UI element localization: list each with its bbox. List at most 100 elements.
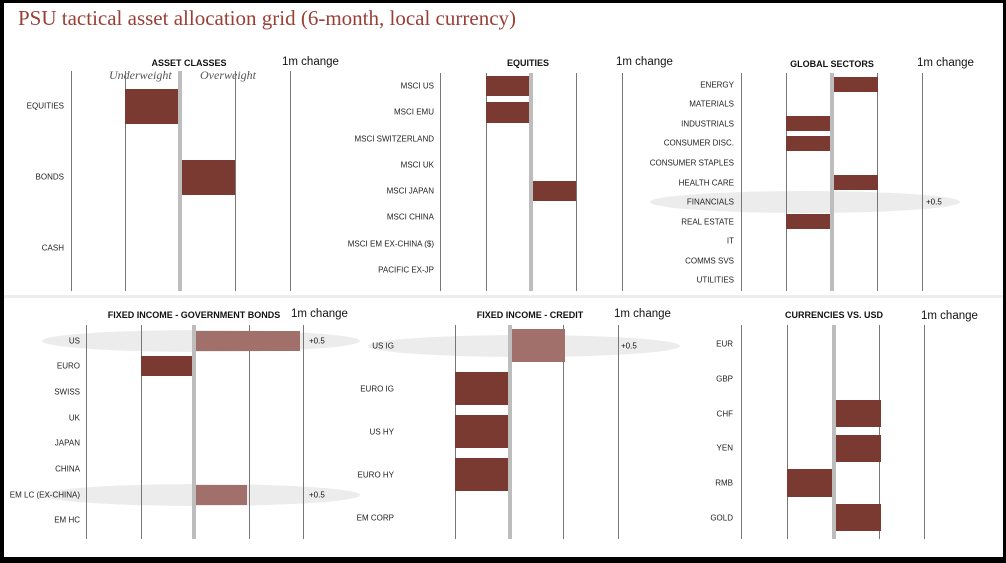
panel-4-change-value: +0.5 <box>309 490 325 500</box>
panel-3-allocation-bar <box>834 77 878 93</box>
panel-4-row-label: EM LC (EX-CHINA) <box>9 490 80 500</box>
panel-4-row-label: CHINA <box>55 464 80 474</box>
panel-6-allocation-bar <box>836 400 881 428</box>
panel-3-neutral-line <box>830 73 834 291</box>
panel-2-grid-line <box>486 73 487 291</box>
panel-3-title: GLOBAL SECTORS <box>790 59 874 69</box>
panel-2-allocation-bar <box>533 180 576 202</box>
panel-3-row-label: ENERGY <box>700 80 734 90</box>
panel-6-grid-line <box>741 325 742 539</box>
panel-2-grid-line <box>622 73 623 291</box>
panel-1-scale-label-overweight: Overweight <box>200 68 256 82</box>
panel-6-allocation-bar <box>836 504 881 532</box>
panel-4-row-label: EM HC <box>54 515 80 525</box>
panel-2-grid-line <box>576 73 577 291</box>
panel-6-neutral-line <box>832 325 836 539</box>
panel-1-row-label: CASH <box>41 243 64 253</box>
panel-3-row-label: COMMS SVS <box>685 256 734 266</box>
panel-2-row-label: MSCI EMU <box>394 107 434 117</box>
panel-6-grid-line <box>879 325 880 539</box>
panel-3-row-label: FINANCIALS <box>686 197 734 207</box>
panel-6-allocation-bar <box>836 434 881 462</box>
panel-5-allocation-bar <box>455 371 508 406</box>
panel-6-row-label: CHF <box>716 409 733 419</box>
panel-2-row-label: MSCI CHINA <box>386 212 434 222</box>
panel-6-row-label: EUR <box>716 339 733 349</box>
panel-5-change-header: 1m change <box>614 308 671 320</box>
panel-4-grid-line <box>249 325 250 539</box>
panel-3-row-label: UTILITIES <box>696 275 734 285</box>
panel-2-grid-line <box>440 73 441 291</box>
panel-4-allocation-bar <box>196 330 300 351</box>
panel-6-change-header: 1m change <box>921 310 978 322</box>
panel-4-neutral-line <box>192 325 196 539</box>
panel-4-row-label: EURO <box>56 361 80 371</box>
panel-4-grid-line <box>303 325 304 539</box>
panel-6-title: CURRENCIES VS. USD <box>784 310 884 320</box>
panel-5-row-label: US HY <box>369 427 394 436</box>
panel-1-grid-line <box>290 71 291 291</box>
panel-5-change-value: +0.5 <box>621 341 637 350</box>
panel-1-allocation-bar <box>182 159 235 195</box>
panel-3-allocation-bar <box>786 116 830 132</box>
panel-5-allocation-bar <box>455 414 508 449</box>
panel-4-title: FIXED INCOME - GOVERNMENT BONDS <box>107 310 281 320</box>
panel-5-row-label: EURO IG <box>360 384 394 393</box>
panel-6-row-label: GBP <box>716 374 733 384</box>
panel-4-grid-line <box>86 325 87 539</box>
panel-4-change-header: 1m change <box>291 308 348 320</box>
panel-4-row-label: US <box>68 336 80 346</box>
panel-1-row-label: EQUITIES <box>26 101 64 111</box>
panel-4-grid-line <box>141 325 142 539</box>
panel-1-allocation-bar <box>125 88 178 124</box>
panel-2-row-label: MSCI EM EX-CHINA ($) <box>347 239 434 249</box>
panel-5-grid-line <box>563 325 564 539</box>
panel-3-grid-line <box>922 73 923 291</box>
panel-3-grid-line <box>786 73 787 291</box>
panel-4-row-label: SWISS <box>54 387 80 397</box>
panel-5-row-label: EURO HY <box>357 470 394 479</box>
panel-5-grid-line <box>618 325 619 539</box>
panel-3-change-value: +0.5 <box>926 197 942 207</box>
panel-6-grid-line <box>924 325 925 539</box>
panel-3-allocation-bar <box>786 213 830 230</box>
panel-separator <box>4 295 1003 298</box>
panel-3-allocation-bar <box>834 174 878 191</box>
allocation-grid-page: PSU tactical asset allocation grid (6-mo… <box>4 3 1003 557</box>
panel-5-row-label: EM CORP <box>356 513 394 522</box>
panel-6-allocation-bar <box>787 469 832 497</box>
panel-3-change-header: 1m change <box>917 57 974 69</box>
panel-3-row-label: IT <box>726 236 734 246</box>
panel-6-row-label: YEN <box>716 443 733 453</box>
panel-2-neutral-line <box>529 73 533 291</box>
panel-3-allocation-bar <box>786 135 830 152</box>
panel-2-row-label: PACIFIC EX-JP <box>378 265 434 275</box>
panel-3-row-label: HEALTH CARE <box>678 178 734 187</box>
panel-2-row-label: MSCI SWITZERLAND <box>354 134 434 144</box>
panel-1-grid-line <box>71 71 72 291</box>
panel-2-row-label: MSCI UK <box>400 160 434 170</box>
panel-3-change-highlight <box>650 191 960 214</box>
panel-6-row-label: RMB <box>715 478 733 488</box>
panel-2-row-label: MSCI JAPAN <box>386 186 434 196</box>
panel-3-grid-line <box>741 73 742 291</box>
panel-4-change-value: +0.5 <box>309 336 325 346</box>
panel-2-allocation-bar <box>486 75 529 97</box>
panel-1-grid-line <box>125 71 126 291</box>
panel-1-row-label: BONDS <box>35 172 64 182</box>
panel-5-allocation-bar <box>455 457 508 492</box>
panel-1-neutral-line <box>178 71 182 291</box>
panel-1-title: ASSET CLASSES <box>151 58 227 68</box>
panel-6-row-label: GOLD <box>710 513 733 523</box>
panel-3-row-label: MATERIALS <box>689 99 734 109</box>
panel-5-row-label: US IG <box>372 341 394 350</box>
panel-3-row-label: REAL ESTATE <box>681 217 734 227</box>
panel-2-title: EQUITIES <box>506 58 550 68</box>
panel-5-neutral-line <box>508 325 512 539</box>
panel-3-row-label: INDUSTRIALS <box>681 119 734 129</box>
page-title: PSU tactical asset allocation grid (6-mo… <box>18 6 517 30</box>
panel-3-row-label: CONSUMER DISC. <box>663 138 734 148</box>
panel-4-row-label: UK <box>68 413 80 423</box>
panel-6-grid-line <box>787 325 788 539</box>
panel-4-allocation-bar <box>141 356 192 377</box>
